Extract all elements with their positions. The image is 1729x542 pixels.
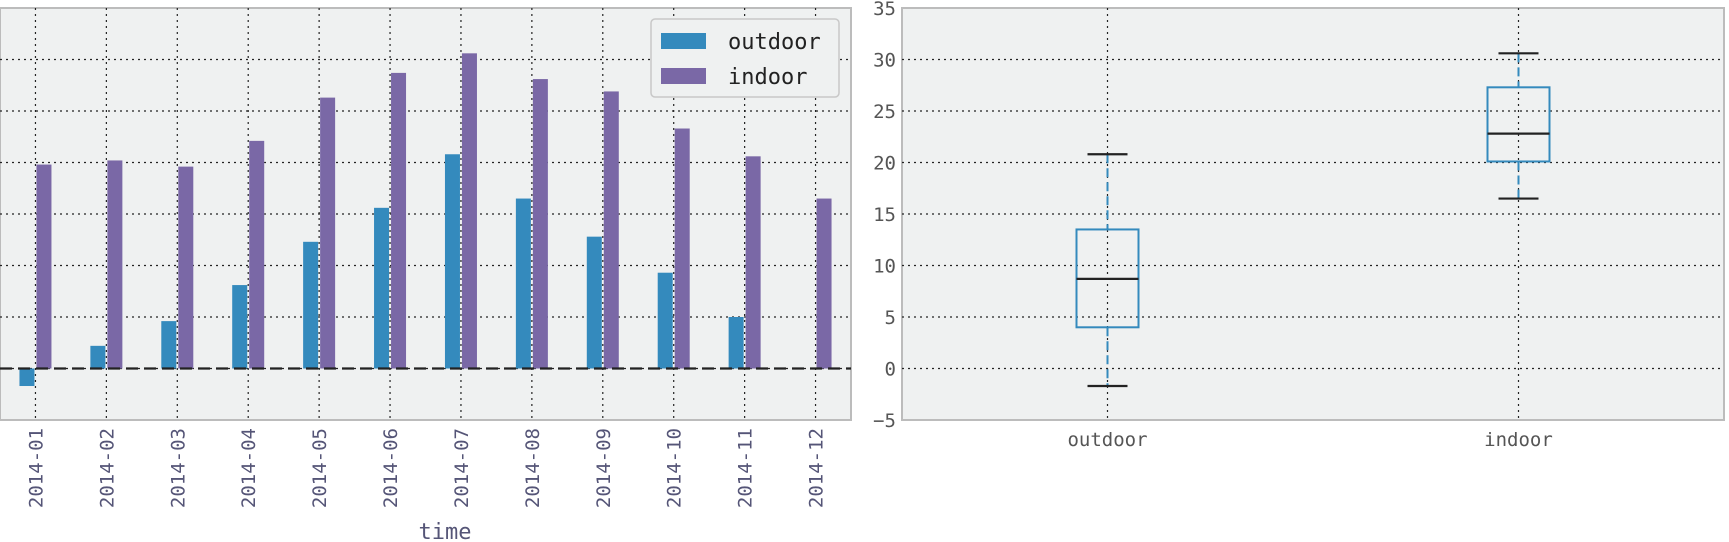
- box-plot-chart: −5 0 5 10 15 20 25 30 35 outdoor indoor: [873, 0, 1725, 451]
- bar-indoor: [603, 91, 619, 369]
- box-indoor: [1486, 52, 1551, 200]
- bar-outdoor: [444, 154, 460, 369]
- box-y-tick-label: 15: [873, 204, 896, 226]
- bar-outdoor: [728, 317, 744, 369]
- bar-indoor: [107, 160, 123, 369]
- bar-indoor: [249, 140, 265, 369]
- bar-x-tick-label: 2014-07: [451, 428, 473, 508]
- legend-swatch-indoor: [661, 68, 706, 84]
- box-y-tick-label: −5: [873, 410, 896, 432]
- legend-swatch-outdoor: [661, 33, 706, 49]
- box-outdoor: [1075, 153, 1140, 388]
- legend: outdoor indoor: [650, 18, 840, 98]
- bar-outdoor: [90, 345, 106, 369]
- bar-outdoor: [657, 272, 673, 369]
- bar-indoor: [461, 53, 477, 369]
- box-y-ticks: −5 0 5 10 15 20 25 30 35: [873, 0, 896, 432]
- bar-x-ticks: 2014-01 2014-02 2014-03 2014-04 2014-05 2014-…: [25, 428, 827, 508]
- bar-x-tick-label: 2014-06: [380, 428, 402, 508]
- bar-marks: [19, 53, 832, 387]
- box-y-tick-label: 25: [873, 101, 896, 123]
- bar-x-tick-label: 2014-12: [806, 428, 828, 508]
- x-axis-label: time: [419, 520, 472, 542]
- bar-indoor: [532, 79, 548, 369]
- bar-indoor: [391, 72, 407, 369]
- box-iqr: [1486, 86, 1551, 163]
- bar-x-tick-label: 2014-10: [664, 428, 686, 508]
- bar-x-tick-label: 2014-08: [522, 428, 544, 508]
- box-x-ticks: outdoor indoor: [1067, 429, 1552, 451]
- bar-x-tick-label: 2014-11: [735, 428, 757, 508]
- box-marks: [1075, 52, 1551, 388]
- bar-outdoor: [303, 241, 319, 369]
- bar-indoor: [745, 156, 761, 369]
- box-y-tick-label: 10: [873, 256, 896, 278]
- bar-outdoor: [19, 368, 35, 387]
- bar-indoor: [816, 198, 832, 369]
- bar-x-tick-label: 2014-04: [238, 428, 260, 508]
- bar-x-tick-label: 2014-03: [167, 428, 189, 508]
- legend-label-outdoor: outdoor: [728, 30, 821, 55]
- bar-outdoor: [161, 321, 177, 369]
- bar-outdoor: [586, 236, 602, 369]
- box-plot-area: [901, 7, 1725, 421]
- box-y-tick-label: 5: [885, 307, 896, 329]
- bar-indoor: [178, 166, 194, 369]
- bar-x-tick-label: 2014-01: [25, 428, 47, 508]
- box-grid: [902, 8, 1724, 420]
- bar-outdoor: [515, 198, 531, 369]
- bar-indoor: [320, 97, 336, 369]
- box-y-tick-label: 20: [873, 153, 896, 175]
- bar-outdoor: [374, 207, 390, 369]
- bar-x-tick-label: 2014-09: [593, 428, 615, 508]
- box-x-tick-label: indoor: [1484, 429, 1553, 451]
- bar-outdoor: [232, 285, 248, 369]
- bar-x-tick-label: 2014-05: [309, 428, 331, 508]
- bar-x-tick-label: 2014-02: [96, 428, 118, 508]
- legend-label-indoor: indoor: [728, 65, 807, 90]
- bar-indoor: [36, 164, 52, 369]
- box-y-tick-label: 30: [873, 50, 896, 72]
- bar-indoor: [674, 128, 690, 369]
- box-x-tick-label: outdoor: [1067, 429, 1147, 451]
- box-y-tick-label: 35: [873, 0, 896, 20]
- box-y-tick-label: 0: [885, 359, 896, 381]
